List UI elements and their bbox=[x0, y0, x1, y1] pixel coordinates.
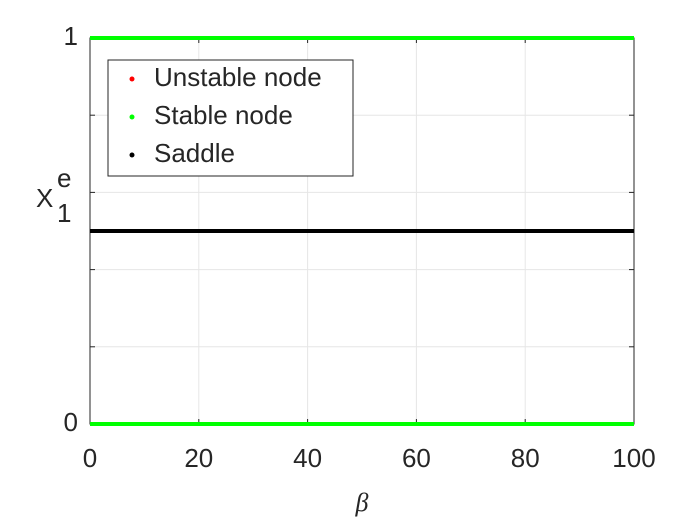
x-tick-label: 40 bbox=[293, 443, 322, 473]
legend-marker bbox=[129, 76, 135, 82]
x-tick-label: 0 bbox=[83, 443, 97, 473]
series-line bbox=[90, 36, 634, 426]
legend-label: Saddle bbox=[154, 138, 235, 168]
y-tick-label: 0 bbox=[64, 407, 78, 437]
y-axis-label: X bbox=[36, 183, 53, 213]
x-tick-label: 100 bbox=[612, 443, 655, 473]
y-axis-label-sup: e bbox=[57, 163, 71, 193]
legend-marker bbox=[129, 152, 135, 158]
x-tick-label: 60 bbox=[402, 443, 431, 473]
x-tick-label: 80 bbox=[511, 443, 540, 473]
legend-label: Unstable node bbox=[154, 62, 322, 92]
x-axis-label: β bbox=[355, 488, 369, 517]
x-tick-label: 20 bbox=[184, 443, 213, 473]
legend-box bbox=[107, 59, 354, 177]
legend-marker bbox=[129, 114, 135, 120]
y-axis-label-sub: 1 bbox=[57, 198, 71, 228]
legend-label: Stable node bbox=[154, 100, 293, 130]
y-tick-label: 1 bbox=[64, 21, 78, 51]
